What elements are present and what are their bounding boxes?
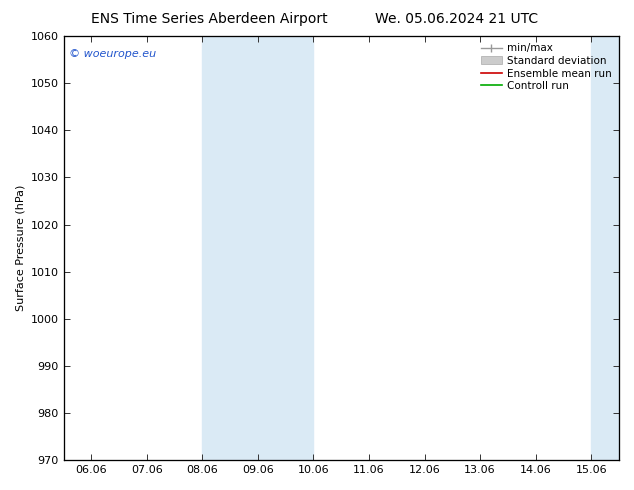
Text: ENS Time Series Aberdeen Airport: ENS Time Series Aberdeen Airport <box>91 12 328 26</box>
Y-axis label: Surface Pressure (hPa): Surface Pressure (hPa) <box>15 185 25 311</box>
Bar <box>592 36 619 460</box>
Bar <box>202 36 258 460</box>
Bar <box>258 36 313 460</box>
Legend: min/max, Standard deviation, Ensemble mean run, Controll run: min/max, Standard deviation, Ensemble me… <box>479 41 614 93</box>
Text: © woeurope.eu: © woeurope.eu <box>69 49 156 59</box>
Text: We. 05.06.2024 21 UTC: We. 05.06.2024 21 UTC <box>375 12 538 26</box>
